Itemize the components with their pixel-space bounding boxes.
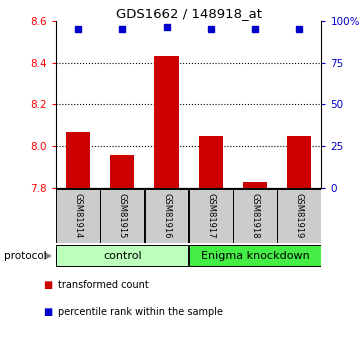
Text: protocol: protocol bbox=[4, 251, 46, 261]
Bar bbox=[56, 245, 188, 266]
Text: GSM81916: GSM81916 bbox=[162, 193, 171, 238]
Text: percentile rank within the sample: percentile rank within the sample bbox=[58, 307, 223, 317]
Title: GDS1662 / 148918_at: GDS1662 / 148918_at bbox=[116, 7, 262, 20]
Bar bbox=[189, 189, 232, 243]
Bar bbox=[66, 131, 90, 188]
Bar bbox=[145, 189, 188, 243]
Bar bbox=[189, 245, 321, 266]
Bar bbox=[100, 189, 144, 243]
Bar bbox=[277, 189, 321, 243]
Text: ■: ■ bbox=[43, 307, 53, 317]
Bar bbox=[243, 182, 267, 188]
Text: Enigma knockdown: Enigma knockdown bbox=[201, 251, 309, 260]
Bar bbox=[56, 189, 100, 243]
Text: control: control bbox=[103, 251, 142, 260]
Text: GSM81914: GSM81914 bbox=[74, 193, 83, 238]
Text: GSM81917: GSM81917 bbox=[206, 193, 215, 238]
Text: GSM81918: GSM81918 bbox=[251, 193, 260, 238]
Bar bbox=[110, 155, 134, 188]
Bar bbox=[199, 136, 223, 188]
Bar bbox=[287, 136, 311, 188]
Text: GSM81915: GSM81915 bbox=[118, 193, 127, 238]
Bar bbox=[155, 56, 179, 188]
Text: ■: ■ bbox=[43, 280, 53, 289]
Bar bbox=[233, 189, 277, 243]
Text: GSM81919: GSM81919 bbox=[295, 193, 304, 238]
Text: transformed count: transformed count bbox=[58, 280, 148, 289]
